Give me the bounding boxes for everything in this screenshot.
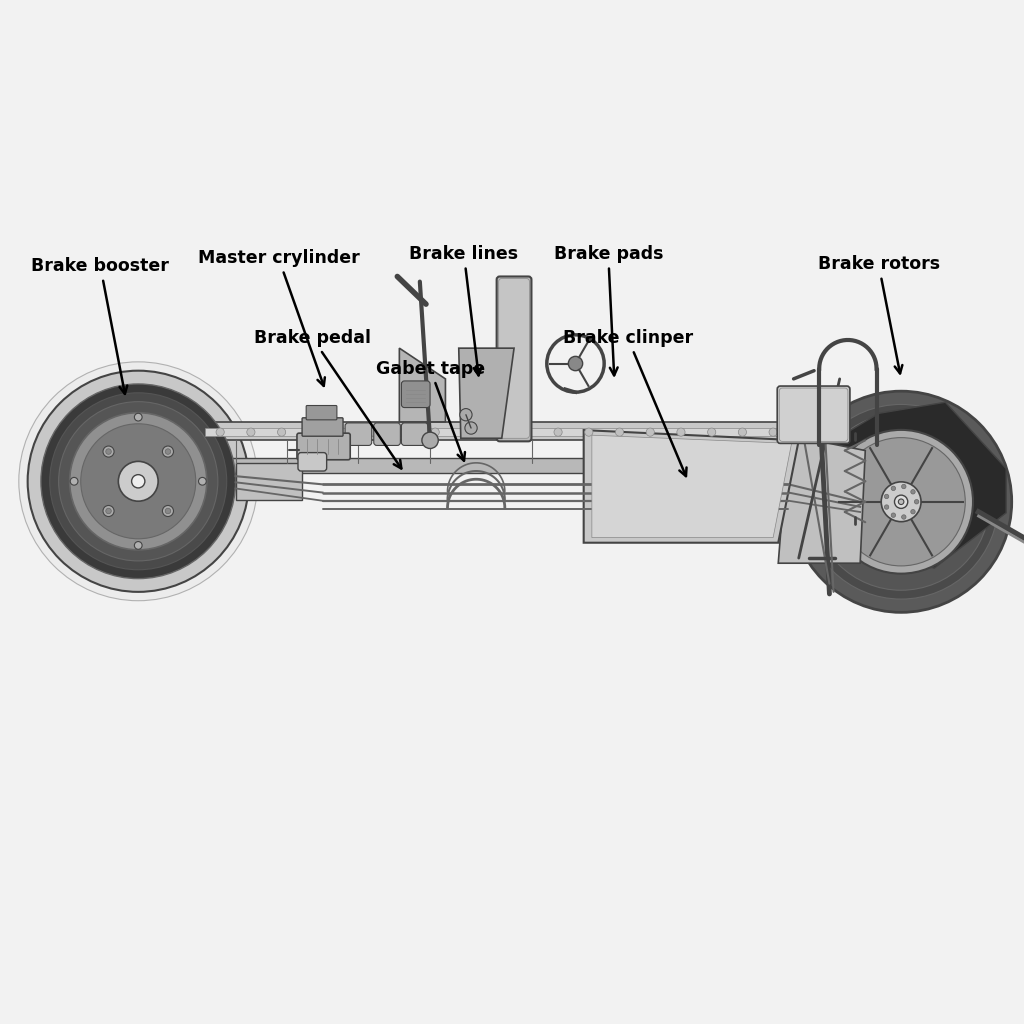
Polygon shape: [823, 402, 1007, 568]
Circle shape: [165, 449, 171, 455]
Circle shape: [460, 409, 472, 421]
Text: Brake pedal: Brake pedal: [254, 329, 401, 469]
Circle shape: [50, 393, 226, 569]
Circle shape: [677, 428, 685, 436]
Circle shape: [134, 414, 142, 421]
FancyBboxPatch shape: [374, 423, 400, 445]
Circle shape: [791, 391, 1012, 612]
Circle shape: [119, 462, 158, 501]
FancyBboxPatch shape: [306, 406, 337, 420]
Bar: [236, 463, 302, 500]
Circle shape: [882, 482, 921, 521]
Circle shape: [568, 356, 583, 371]
Circle shape: [813, 414, 989, 590]
Circle shape: [134, 542, 142, 549]
Circle shape: [615, 428, 624, 436]
FancyBboxPatch shape: [497, 276, 531, 441]
Circle shape: [901, 484, 906, 488]
Circle shape: [523, 428, 531, 436]
FancyBboxPatch shape: [499, 279, 529, 438]
Circle shape: [769, 428, 777, 436]
Polygon shape: [459, 348, 514, 438]
Circle shape: [216, 428, 224, 436]
Circle shape: [804, 404, 998, 599]
Circle shape: [163, 446, 173, 457]
Circle shape: [308, 428, 316, 436]
Circle shape: [554, 428, 562, 436]
Circle shape: [898, 499, 904, 505]
Text: Brake rotors: Brake rotors: [817, 255, 940, 374]
Circle shape: [829, 430, 973, 573]
Text: Brake booster: Brake booster: [32, 257, 169, 394]
Circle shape: [81, 424, 196, 539]
Circle shape: [891, 513, 896, 517]
Text: Master crylinder: Master crylinder: [198, 249, 359, 386]
Circle shape: [103, 506, 114, 516]
Circle shape: [58, 401, 218, 561]
Circle shape: [910, 510, 915, 514]
FancyBboxPatch shape: [345, 423, 372, 445]
Bar: [200, 458, 804, 473]
Circle shape: [70, 413, 207, 550]
Circle shape: [493, 428, 501, 436]
Bar: [200, 422, 804, 440]
FancyBboxPatch shape: [401, 423, 428, 445]
Circle shape: [910, 489, 915, 494]
Text: Brake pads: Brake pads: [554, 245, 663, 376]
Polygon shape: [592, 435, 792, 538]
FancyBboxPatch shape: [779, 388, 848, 441]
Circle shape: [71, 477, 78, 485]
Circle shape: [895, 496, 907, 508]
Circle shape: [891, 486, 896, 490]
FancyBboxPatch shape: [777, 386, 850, 443]
Polygon shape: [778, 435, 865, 563]
Circle shape: [199, 477, 206, 485]
FancyBboxPatch shape: [401, 381, 430, 408]
Circle shape: [165, 508, 171, 514]
FancyBboxPatch shape: [298, 453, 327, 471]
Circle shape: [103, 446, 114, 457]
Circle shape: [914, 500, 919, 504]
Polygon shape: [399, 348, 445, 422]
Circle shape: [105, 449, 112, 455]
Circle shape: [247, 428, 255, 436]
Circle shape: [837, 437, 966, 566]
Circle shape: [465, 422, 477, 434]
Text: Gabet tape: Gabet tape: [376, 359, 484, 461]
Circle shape: [422, 432, 438, 449]
Circle shape: [28, 371, 249, 592]
Circle shape: [18, 361, 258, 601]
Circle shape: [885, 505, 889, 509]
Bar: [200, 472, 232, 490]
Circle shape: [278, 428, 286, 436]
Circle shape: [462, 428, 470, 436]
Circle shape: [105, 508, 112, 514]
FancyBboxPatch shape: [302, 418, 343, 436]
Text: Brake clinper: Brake clinper: [562, 329, 693, 476]
Circle shape: [738, 428, 746, 436]
Circle shape: [646, 428, 654, 436]
Circle shape: [41, 384, 236, 579]
Circle shape: [339, 428, 347, 436]
Circle shape: [400, 428, 409, 436]
Circle shape: [163, 506, 173, 516]
Circle shape: [431, 428, 439, 436]
Circle shape: [885, 495, 889, 499]
Bar: [205, 428, 799, 436]
Circle shape: [132, 475, 144, 487]
Circle shape: [901, 515, 906, 519]
Circle shape: [370, 428, 378, 436]
Circle shape: [585, 428, 593, 436]
Polygon shape: [584, 430, 799, 543]
Text: Brake lines: Brake lines: [410, 245, 518, 376]
FancyBboxPatch shape: [297, 433, 350, 460]
Circle shape: [708, 428, 716, 436]
